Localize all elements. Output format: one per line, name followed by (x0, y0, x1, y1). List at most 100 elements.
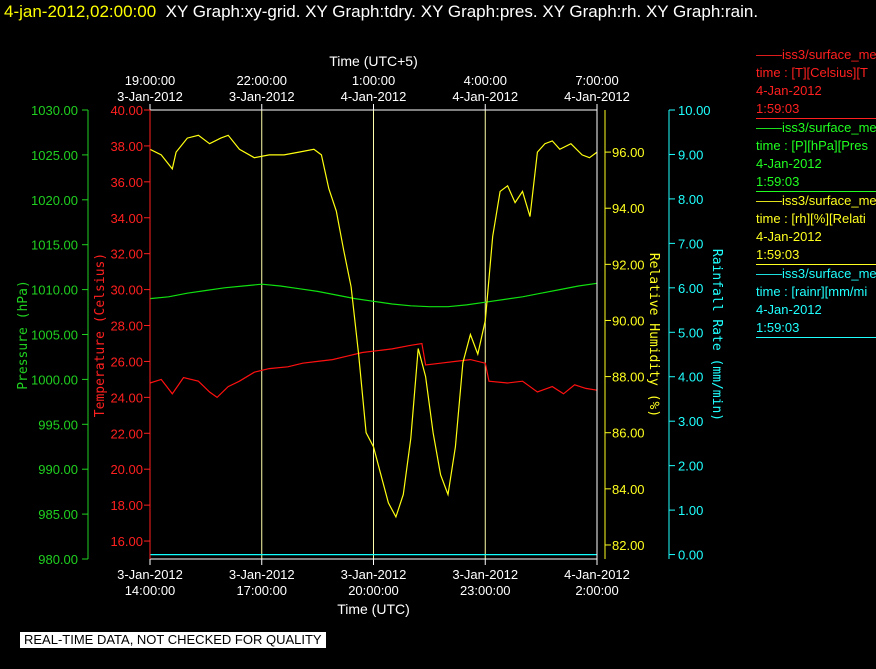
rain-axis-tick-label: 6.00 (678, 281, 703, 296)
x-bottom-tick-time: 14:00:00 (125, 583, 176, 598)
header-titles: XY Graph:xy-grid. XY Graph:tdry. XY Grap… (165, 2, 759, 21)
temperature-axis-tick-label: 32.00 (110, 247, 143, 262)
rh-axis-tick-label: 88.00 (612, 370, 645, 385)
rain-axis-tick-label: 2.00 (678, 459, 703, 474)
temperature-axis-tick-label: 40.00 (110, 103, 143, 118)
series-line-temperature (149, 342, 598, 399)
pressure-axis-tick-label: 1025.00 (31, 148, 78, 163)
pressure-axis-tick-label: 980.00 (38, 552, 78, 567)
temperature-axis-tick-label: 28.00 (110, 319, 143, 334)
legend-entry-line1: ——iss3/surface_me (756, 193, 876, 208)
x-bottom-tick-date: 3-Jan-2012 (117, 567, 183, 582)
rh-axis-tick-label: 94.00 (612, 201, 645, 216)
temperature-axis-tick-label: 18.00 (110, 498, 143, 513)
rain-axis-tick-label: 8.00 (678, 192, 703, 207)
grid (261, 110, 486, 559)
legend-entry-line2: time : [rainr][mm/mi (756, 284, 868, 299)
rain-axis-tick-label: 7.00 (678, 236, 703, 251)
legend: ——iss3/surface_me time : [T][Celsius][T 4-… (756, 46, 876, 338)
x-top-tick-date: 4-Jan-2012 (564, 89, 630, 104)
temperature-axis-title: Temperature (Celsius) (93, 253, 108, 417)
pressure-axis-tick-label: 1020.00 (31, 193, 78, 208)
rh-axis-tick-label: 82.00 (612, 538, 645, 553)
x-top-tick-time: 4:00:00 (464, 73, 507, 88)
x-top-tick-time: 1:00:00 (352, 73, 395, 88)
pressure-axis-tick-label: 1030.00 (31, 103, 78, 118)
x-bottom-tick-time: 2:00:00 (575, 583, 618, 598)
axes-layer: 3-Jan-201214:00:003-Jan-201217:00:003-Ja… (16, 53, 724, 617)
x-bottom-tick-date: 3-Jan-2012 (229, 567, 295, 582)
rain-axis-title: Rainfall Rate (mm/min) (709, 249, 724, 421)
legend-entry-line4: 1:59:03 (756, 320, 800, 335)
legend-entry-line4: 1:59:03 (756, 174, 800, 189)
x-bottom-axis-title: Time (UTC) (337, 601, 410, 617)
temperature-axis-tick-label: 26.00 (110, 354, 143, 369)
legend-entry-line2: time : [T][Celsius][T (756, 65, 868, 80)
legend-entry-line4: 1:59:03 (756, 247, 800, 262)
pressure-axis-tick-label: 1000.00 (31, 372, 78, 387)
x-bottom-tick-date: 4-Jan-2012 (564, 567, 630, 582)
pressure-axis-tick-label: 990.00 (38, 462, 78, 477)
x-top-tick-date: 3-Jan-2012 (117, 89, 183, 104)
rain-axis-tick-label: 10.00 (678, 103, 711, 118)
pressure-axis-title: Pressure (hPa) (16, 280, 31, 390)
graph-header: 4-jan-2012,02:00:00 XY Graph:xy-grid. XY… (4, 2, 758, 22)
x-top-axis-title: Time (UTC+5) (329, 53, 418, 69)
x-bottom-tick-time: 17:00:00 (236, 583, 287, 598)
legend-entry-line1: ——iss3/surface_me (756, 266, 876, 281)
quality-notice: REAL-TIME DATA, NOT CHECKED FOR QUALITY (20, 632, 326, 648)
rh-axis-tick-label: 96.00 (612, 145, 645, 160)
legend-entry-line1: ——iss3/surface_me (756, 120, 876, 135)
x-top-tick-time: 7:00:00 (575, 73, 618, 88)
legend-entry-line3: 4-Jan-2012 (756, 156, 822, 171)
rh-axis-tick-label: 90.00 (612, 313, 645, 328)
x-top-tick-date: 3-Jan-2012 (229, 89, 295, 104)
temperature-axis-tick-label: 38.00 (110, 139, 143, 154)
pressure-axis-tick-label: 985.00 (38, 507, 78, 522)
legend-entry-line4: 1:59:03 (756, 101, 800, 116)
rain-axis-tick-label: 3.00 (678, 414, 703, 429)
legend-entry-line2: time : [P][hPa][Pres (756, 138, 868, 153)
x-bottom-tick-date: 3-Jan-2012 (452, 567, 518, 582)
series-line-rh (149, 134, 598, 519)
legend-entry-line3: 4-Jan-2012 (756, 229, 822, 244)
rh-axis-tick-label: 92.00 (612, 257, 645, 272)
legend-entry-line3: 4-Jan-2012 (756, 302, 822, 317)
pressure-axis-tick-label: 1005.00 (31, 328, 78, 343)
pressure-axis-tick-label: 995.00 (38, 417, 78, 432)
temperature-axis-tick-label: 20.00 (110, 462, 143, 477)
series-line-pressure (149, 282, 598, 308)
rain-axis-tick-label: 4.00 (678, 370, 703, 385)
legend-entry-line1: ——iss3/surface_me (756, 47, 876, 62)
temperature-axis-tick-label: 30.00 (110, 283, 143, 298)
x-bottom-tick-date: 3-Jan-2012 (341, 567, 407, 582)
rh-axis-title: Relative Humidity (%) (646, 253, 661, 417)
rain-axis-tick-label: 9.00 (678, 147, 703, 162)
rain-axis-tick-label: 1.00 (678, 503, 703, 518)
legend-entry-line3: 4-Jan-2012 (756, 83, 822, 98)
rain-axis-tick-label: 5.00 (678, 325, 703, 340)
x-top-tick-time: 19:00:00 (125, 73, 176, 88)
x-bottom-tick-time: 23:00:00 (460, 583, 511, 598)
temperature-axis-tick-label: 22.00 (110, 426, 143, 441)
x-top-tick-date: 4-Jan-2012 (341, 89, 407, 104)
pressure-axis-tick-label: 1010.00 (31, 283, 78, 298)
temperature-axis-tick-label: 24.00 (110, 390, 143, 405)
series-layer (149, 134, 598, 556)
rh-axis-tick-label: 84.00 (612, 482, 645, 497)
temperature-axis-tick-label: 16.00 (110, 534, 143, 549)
temperature-axis-tick-label: 36.00 (110, 175, 143, 190)
temperature-axis-tick-label: 34.00 (110, 211, 143, 226)
x-top-tick-time: 22:00:00 (236, 73, 287, 88)
legend-entry-line2: time : [rh][%][Relati (756, 211, 866, 226)
rh-axis-tick-label: 86.00 (612, 426, 645, 441)
rain-axis-tick-label: 0.00 (678, 548, 703, 563)
pressure-axis-tick-label: 1015.00 (31, 238, 78, 253)
header-timestamp: 4-jan-2012,02:00:00 (4, 2, 157, 21)
x-bottom-tick-time: 20:00:00 (348, 583, 399, 598)
